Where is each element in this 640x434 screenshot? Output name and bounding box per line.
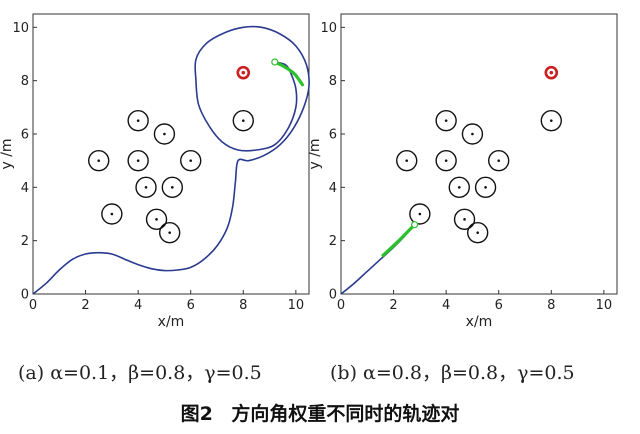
y-tick-label-a: 2 <box>21 234 29 249</box>
x-axis-label-b: x/m <box>466 314 493 330</box>
obstacle-center-b <box>463 218 466 221</box>
obstacle-center-a <box>144 186 148 189</box>
x-tick-label-b: 0 <box>337 298 345 313</box>
obstacle-b <box>448 176 470 199</box>
goal-center-b <box>549 70 554 75</box>
x-tick-label-b: 2 <box>389 298 397 313</box>
x-tick-label-b: 10 <box>596 298 613 313</box>
x-axis-label-a: x/m <box>158 314 185 330</box>
green-segment-a <box>273 60 305 87</box>
obstacle-center-b <box>471 132 474 136</box>
obstacle-center-b <box>549 119 553 122</box>
y-tick-label-b: 6 <box>329 128 337 143</box>
obstacle-b <box>453 208 476 231</box>
x-tick-label-a: 6 <box>187 298 195 313</box>
figure-title-text: 方向角权重不同时的轨迹对 <box>231 403 460 425</box>
obstacle-b <box>540 109 562 132</box>
caption-a: (a) α=0.1，β=0.8，γ=0.5 <box>18 362 262 384</box>
obstacle-center-a <box>155 218 158 221</box>
obstacle-b <box>396 149 418 172</box>
figure-number: 图2 <box>180 403 213 425</box>
y-tick-label-a: 8 <box>21 74 29 89</box>
y-tick-label-b: 0 <box>329 288 337 303</box>
obstacle-center-a <box>163 132 166 136</box>
obstacle-center-b <box>457 186 461 189</box>
obstacle-a <box>161 176 184 199</box>
goal-marker-b <box>544 65 559 80</box>
obstacle-a <box>101 203 123 225</box>
x-tick-label-b: 4 <box>442 298 450 313</box>
obstacle-a <box>232 109 254 132</box>
obstacle-b <box>435 149 457 172</box>
obstacle-a <box>127 109 149 132</box>
obstacle-a <box>153 123 176 145</box>
obstacle-center-b <box>418 212 422 216</box>
obstacle-center-b <box>405 159 409 162</box>
y-tick-label-b: 2 <box>329 234 337 249</box>
obstacle-a <box>145 208 168 231</box>
obstacle-b <box>466 221 489 244</box>
x-tick-label-a: 8 <box>239 298 247 313</box>
y-tick-label-b: 4 <box>329 181 337 196</box>
figure-title: 图2 方向角权重不同时的轨迹对 <box>0 399 640 426</box>
figure: 0 2 4 6 8 10 0 2 4 6 8 10 x/m y /m 0 2 4 6 8 10 0 2 4 6 8 10 x/m y … <box>0 13 618 330</box>
green-segment-b <box>381 223 417 257</box>
obstacle-center-a <box>241 119 245 122</box>
obstacle-center-a <box>97 159 101 162</box>
x-tick-label-b: 6 <box>495 298 503 313</box>
x-tick-label-a: 2 <box>81 298 89 313</box>
obstacle-center-a <box>110 212 114 216</box>
trajectory-line-a <box>32 25 310 295</box>
obstacle-center-a <box>136 159 140 162</box>
y-axis-label-a: y /m <box>0 138 15 169</box>
y-tick-label-a: 4 <box>21 181 29 196</box>
y-tick-label-a: 0 <box>21 288 29 303</box>
obstacle-center-b <box>444 159 448 162</box>
obstacle-a <box>180 149 202 172</box>
axes-frame-a <box>32 13 310 295</box>
y-tick-label-a: 6 <box>21 128 29 143</box>
obstacle-center-a <box>168 231 171 234</box>
y-axis-label-b: y /m <box>307 138 323 169</box>
obstacle-a <box>88 149 110 172</box>
x-tick-label-a: 4 <box>134 298 142 313</box>
obstacle-center-b <box>444 119 448 122</box>
goal-center-a <box>241 70 246 75</box>
x-tick-label-a: 10 <box>288 298 305 313</box>
obstacle-center-b <box>497 159 501 162</box>
panel-a: 0 2 4 6 8 10 0 2 4 6 8 10 x/m y /m <box>0 13 310 330</box>
obstacle-a <box>127 149 149 172</box>
obstacle-a <box>135 176 157 199</box>
obstacle-center-b <box>484 186 487 189</box>
goal-marker-a <box>236 65 251 80</box>
obstacle-b <box>461 123 484 145</box>
y-tick-label-b: 10 <box>320 21 337 36</box>
obstacle-b <box>488 149 510 172</box>
y-tick-label-a: 10 <box>12 21 29 36</box>
panel-b: 0 2 4 6 8 10 0 2 4 6 8 10 x/m y /m <box>307 13 618 330</box>
obstacle-b <box>409 203 431 225</box>
y-tick-label-b: 8 <box>329 74 337 89</box>
x-tick-label-b: 8 <box>547 298 555 313</box>
caption-b: (b) α=0.8，β=0.8，γ=0.5 <box>330 362 575 384</box>
obstacle-center-a <box>171 186 174 189</box>
obstacle-center-a <box>189 159 193 162</box>
x-tick-label-a: 0 <box>29 298 37 313</box>
axes-frame-b <box>340 13 618 295</box>
obstacle-b <box>474 176 497 199</box>
obstacle-center-b <box>476 231 479 234</box>
obstacle-b <box>435 109 457 132</box>
obstacle-center-a <box>136 119 140 122</box>
obstacle-a <box>158 221 181 244</box>
endpoint-marker-a <box>271 58 279 66</box>
endpoint-marker-b <box>411 221 419 229</box>
